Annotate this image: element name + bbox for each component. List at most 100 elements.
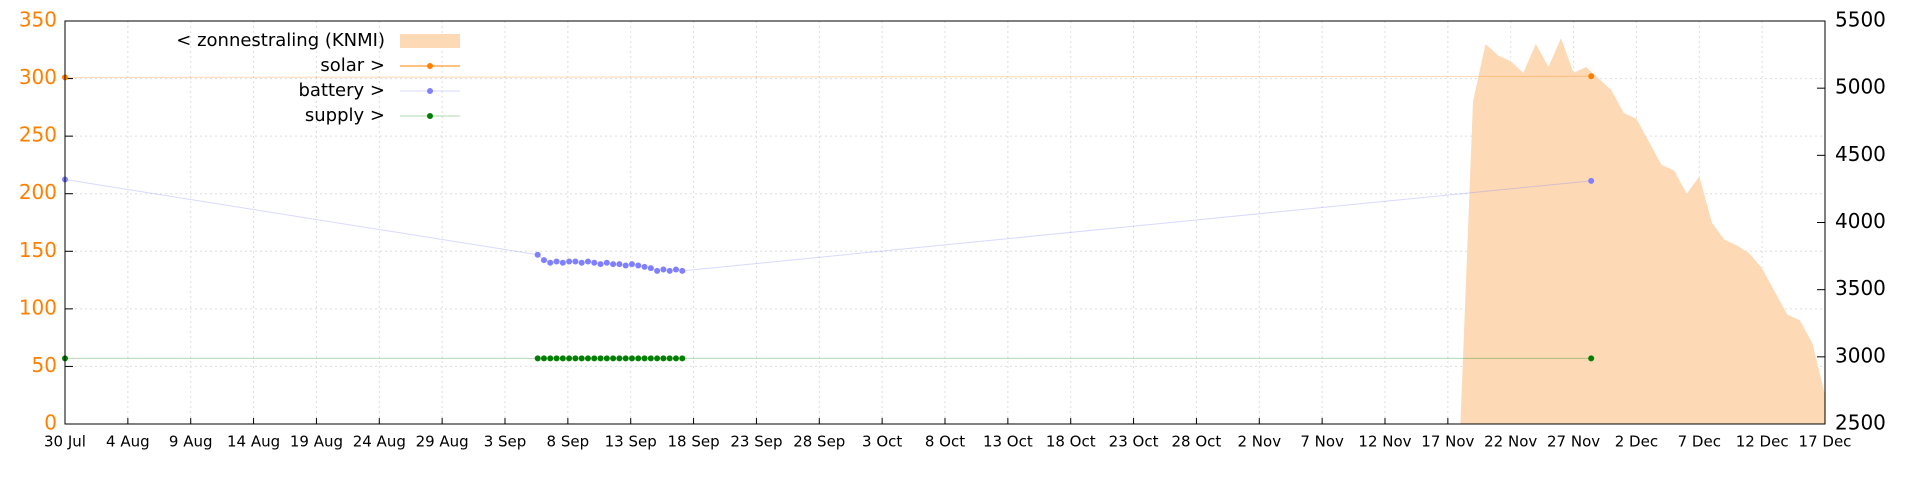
y-tick-label: 300: [19, 65, 57, 89]
point: [610, 355, 617, 362]
y2-tick-label: 3500: [1835, 276, 1886, 300]
point: [654, 267, 661, 274]
x-tick-label: 7 Dec: [1678, 433, 1721, 451]
point: [534, 355, 541, 362]
point: [628, 355, 635, 362]
point: [622, 262, 629, 269]
point: [616, 261, 623, 268]
point: [610, 261, 617, 268]
plot-frame: [64, 20, 1826, 425]
x-tick-label: 22 Nov: [1484, 433, 1537, 451]
point: [679, 267, 686, 274]
x-tick-label: 9 Aug: [169, 433, 213, 451]
x-tick-label: 2 Dec: [1615, 433, 1658, 451]
y-tick-label: 150: [19, 238, 57, 262]
point: [584, 258, 591, 265]
x-tick-label: 12 Dec: [1736, 433, 1789, 451]
x-tick-label: 18 Sep: [668, 433, 720, 451]
point: [597, 355, 604, 362]
point: [597, 261, 604, 268]
x-tick-label: 2 Nov: [1237, 433, 1281, 451]
y-tick-label: 250: [19, 123, 57, 147]
point: [553, 355, 560, 362]
legend-swatch: [427, 113, 433, 119]
point: [635, 262, 642, 269]
point: [666, 267, 673, 274]
x-tick-label: 3 Sep: [484, 433, 527, 451]
point: [666, 355, 673, 362]
y2-tick-label: 5000: [1835, 75, 1886, 99]
x-tick-label: 14 Aug: [227, 433, 280, 451]
y2-tick-label: 5500: [1835, 8, 1886, 32]
point: [566, 355, 573, 362]
x-tick-label: 13 Sep: [605, 433, 657, 451]
point: [641, 355, 648, 362]
point: [547, 355, 554, 362]
series-line: [64, 75, 1592, 78]
point: [578, 259, 585, 266]
area: [1460, 38, 1825, 425]
point: [578, 355, 585, 362]
point: [628, 261, 635, 268]
y-tick-label: 100: [19, 295, 57, 319]
point: [1588, 355, 1595, 362]
point: [553, 258, 560, 265]
x-tick-label: 4 Aug: [106, 433, 150, 451]
point: [641, 263, 648, 270]
x-tick-label: 24 Aug: [353, 433, 406, 451]
y-tick-label: 50: [32, 353, 57, 377]
point: [1588, 73, 1595, 80]
x-tick-label: 8 Oct: [925, 433, 965, 451]
point: [635, 355, 642, 362]
point: [654, 355, 661, 362]
x-tick-label: 13 Oct: [983, 433, 1033, 451]
point: [672, 266, 679, 273]
point: [616, 355, 623, 362]
y-tick-label: 350: [19, 8, 57, 32]
point: [622, 355, 629, 362]
point: [591, 259, 598, 266]
y2-tick-label: 4500: [1835, 142, 1886, 166]
point: [679, 355, 686, 362]
legend-label: battery >: [298, 80, 385, 101]
x-tick-label: 29 Aug: [416, 433, 469, 451]
legend-swatch: [427, 88, 433, 94]
x-tick-label: 28 Sep: [793, 433, 845, 451]
point: [540, 257, 547, 264]
point: [660, 355, 667, 362]
point: [660, 266, 667, 273]
y-tick-label: 200: [19, 180, 57, 204]
y2-tick-label: 4000: [1835, 209, 1886, 233]
x-tick-label: 18 Oct: [1046, 433, 1096, 451]
x-tick-label: 7 Nov: [1300, 433, 1344, 451]
point: [672, 355, 679, 362]
point: [534, 251, 541, 258]
point: [647, 355, 654, 362]
x-tick-label: 19 Aug: [290, 433, 343, 451]
point: [603, 259, 610, 266]
point: [1588, 177, 1595, 184]
legend-label: supply >: [305, 105, 385, 126]
x-tick-label: 28 Oct: [1172, 433, 1222, 451]
x-tick-label: 23 Sep: [730, 433, 782, 451]
x-tick-label: 17 Nov: [1421, 433, 1474, 451]
point: [584, 355, 591, 362]
legend-swatch: [427, 63, 433, 69]
x-tick-label: 23 Oct: [1109, 433, 1159, 451]
x-tick-label: 27 Nov: [1547, 433, 1600, 451]
x-tick-label: 3 Oct: [862, 433, 902, 451]
legend-label: < zonnestraling (KNMI): [176, 30, 385, 51]
point: [603, 355, 610, 362]
y2-tick-label: 3000: [1835, 343, 1886, 367]
x-tick-label: 30 Jul: [44, 433, 86, 451]
point: [647, 265, 654, 272]
point: [572, 355, 579, 362]
point: [572, 258, 579, 265]
point: [547, 259, 554, 266]
y-tick-label: 0: [44, 411, 57, 435]
y2-tick-label: 2500: [1835, 411, 1886, 435]
x-tick-label: 8 Sep: [547, 433, 590, 451]
point: [559, 259, 566, 266]
point: [591, 355, 598, 362]
